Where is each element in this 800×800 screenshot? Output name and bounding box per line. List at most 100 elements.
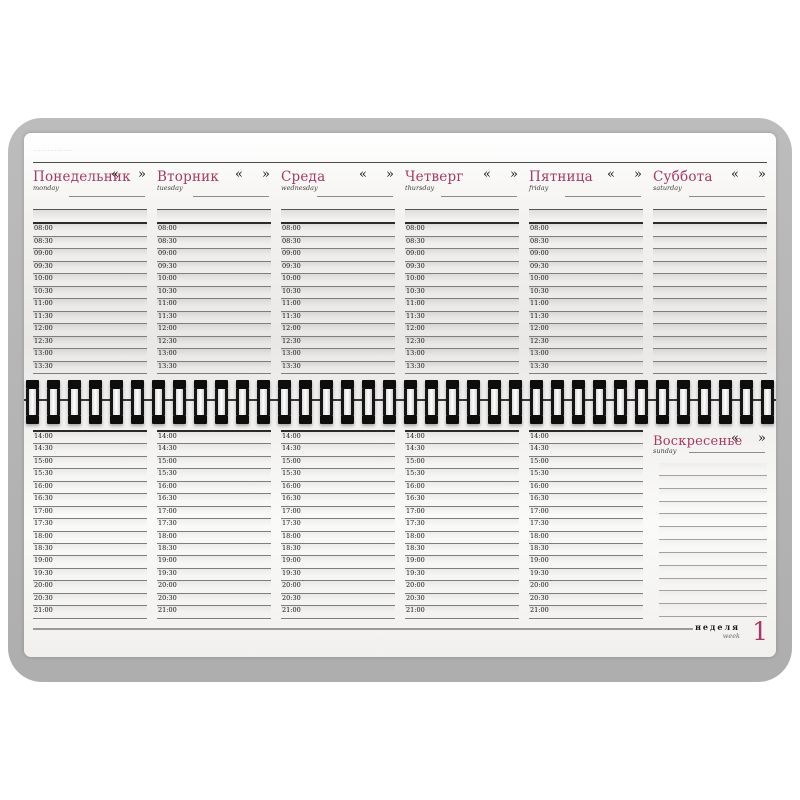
time-slot[interactable]: 08:30: [529, 236, 643, 249]
time-slot[interactable]: 19:00: [33, 556, 147, 569]
prev-week-icon[interactable]: «: [111, 167, 119, 182]
time-slot[interactable]: 20:00: [529, 581, 643, 594]
time-slot[interactable]: 14:00: [405, 432, 519, 445]
time-slot[interactable]: 10:30: [405, 286, 519, 299]
time-slot[interactable]: 18:30: [157, 543, 271, 557]
time-slot[interactable]: 11:30: [33, 311, 147, 324]
time-slot[interactable]: 19:00: [529, 556, 643, 569]
time-slot[interactable]: 15:30: [157, 469, 271, 482]
date-line[interactable]: [193, 196, 269, 197]
next-week-icon[interactable]: »: [758, 431, 766, 446]
time-slot[interactable]: 21:00: [405, 606, 519, 619]
time-slot[interactable]: 13:00: [33, 349, 147, 362]
time-slot[interactable]: 13:30: [33, 361, 147, 374]
time-slot[interactable]: 10:00: [281, 274, 395, 287]
time-slot[interactable]: 11:00: [281, 299, 395, 312]
time-slot[interactable]: 15:30: [281, 469, 395, 482]
time-slot[interactable]: 15:30: [33, 469, 147, 482]
time-slot[interactable]: 09:00: [529, 249, 643, 262]
time-slot[interactable]: 15:30: [529, 469, 643, 482]
time-slot[interactable]: 12:30: [405, 336, 519, 349]
time-slot[interactable]: 12:30: [33, 336, 147, 349]
prev-week-icon[interactable]: «: [731, 167, 739, 182]
note-line[interactable]: [659, 578, 767, 592]
note-line[interactable]: [659, 488, 767, 502]
date-line[interactable]: [69, 196, 145, 197]
note-line[interactable]: [659, 527, 767, 541]
time-slot[interactable]: 13:00: [405, 349, 519, 362]
time-slot[interactable]: 14:00: [33, 432, 147, 445]
time-slot[interactable]: 20:00: [33, 581, 147, 594]
note-line[interactable]: [659, 591, 767, 605]
time-slot[interactable]: 16:30: [157, 494, 271, 507]
time-slot[interactable]: 20:00: [157, 581, 271, 594]
note-line[interactable]: [659, 501, 767, 515]
next-week-icon[interactable]: »: [138, 167, 146, 182]
time-slot[interactable]: 13:00: [529, 349, 643, 362]
time-slot[interactable]: 14:30: [157, 444, 271, 457]
date-line[interactable]: [689, 452, 765, 453]
time-slot[interactable]: 14:30: [281, 444, 395, 457]
time-slot[interactable]: 17:30: [33, 519, 147, 532]
date-line[interactable]: [565, 196, 641, 197]
time-slot[interactable]: 12:30: [529, 336, 643, 349]
time-slot[interactable]: 12:30: [281, 336, 395, 349]
note-line[interactable]: [659, 514, 767, 528]
time-slot[interactable]: 08:30: [281, 236, 395, 249]
time-slot[interactable]: 10:00: [405, 274, 519, 287]
time-slot[interactable]: 15:00: [157, 456, 271, 470]
next-week-icon[interactable]: »: [510, 167, 518, 182]
time-slot[interactable]: 18:00: [281, 531, 395, 544]
time-slot[interactable]: 16:00: [405, 481, 519, 495]
time-slot[interactable]: 17:00: [405, 506, 519, 520]
time-slot[interactable]: 13:30: [281, 361, 395, 374]
time-slot[interactable]: 20:30: [529, 593, 643, 607]
time-slot[interactable]: 11:00: [405, 299, 519, 312]
prev-week-icon[interactable]: «: [235, 167, 243, 182]
time-slot[interactable]: 08:30: [405, 236, 519, 249]
time-slot[interactable]: 11:00: [33, 299, 147, 312]
time-slot[interactable]: 12:00: [281, 324, 395, 337]
time-slot[interactable]: 20:30: [33, 593, 147, 607]
time-slot[interactable]: 08:30: [157, 236, 271, 249]
time-slot[interactable]: 15:00: [529, 456, 643, 470]
time-slot[interactable]: [653, 336, 767, 349]
time-slot[interactable]: 19:00: [281, 556, 395, 569]
time-slot[interactable]: 19:00: [405, 556, 519, 569]
time-slot[interactable]: 14:30: [529, 444, 643, 457]
time-slot[interactable]: 14:30: [405, 444, 519, 457]
time-slot[interactable]: [653, 324, 767, 337]
next-week-icon[interactable]: »: [634, 167, 642, 182]
time-slot[interactable]: 16:30: [281, 494, 395, 507]
time-slot[interactable]: 19:30: [529, 568, 643, 582]
time-slot[interactable]: 15:00: [33, 456, 147, 470]
time-slot[interactable]: 16:00: [157, 481, 271, 495]
time-slot[interactable]: 09:00: [157, 249, 271, 262]
time-slot[interactable]: 17:30: [529, 519, 643, 532]
time-slot[interactable]: 13:30: [529, 361, 643, 374]
time-slot[interactable]: 18:00: [33, 531, 147, 544]
time-slot[interactable]: 15:00: [281, 456, 395, 470]
note-line[interactable]: [659, 475, 767, 489]
date-line[interactable]: [689, 196, 765, 197]
time-slot[interactable]: 16:30: [33, 494, 147, 507]
time-slot[interactable]: 12:00: [529, 324, 643, 337]
time-slot[interactable]: 13:30: [405, 361, 519, 374]
time-slot[interactable]: 12:30: [157, 336, 271, 349]
time-slot[interactable]: 09:30: [33, 261, 147, 274]
next-week-icon[interactable]: »: [386, 167, 394, 182]
time-slot[interactable]: 08:00: [405, 224, 519, 237]
time-slot[interactable]: 16:00: [529, 481, 643, 495]
time-slot[interactable]: 14:00: [529, 432, 643, 445]
time-slot[interactable]: 08:00: [281, 224, 395, 237]
time-slot[interactable]: 10:00: [33, 274, 147, 287]
time-slot[interactable]: 20:00: [281, 581, 395, 594]
time-slot[interactable]: 16:30: [529, 494, 643, 507]
note-line[interactable]: [659, 565, 767, 579]
time-slot[interactable]: 19:30: [33, 568, 147, 582]
time-slot[interactable]: 17:30: [281, 519, 395, 532]
time-slot[interactable]: 08:00: [157, 224, 271, 237]
time-slot[interactable]: 09:30: [281, 261, 395, 274]
time-slot[interactable]: [653, 261, 767, 274]
time-slot[interactable]: 09:00: [33, 249, 147, 262]
